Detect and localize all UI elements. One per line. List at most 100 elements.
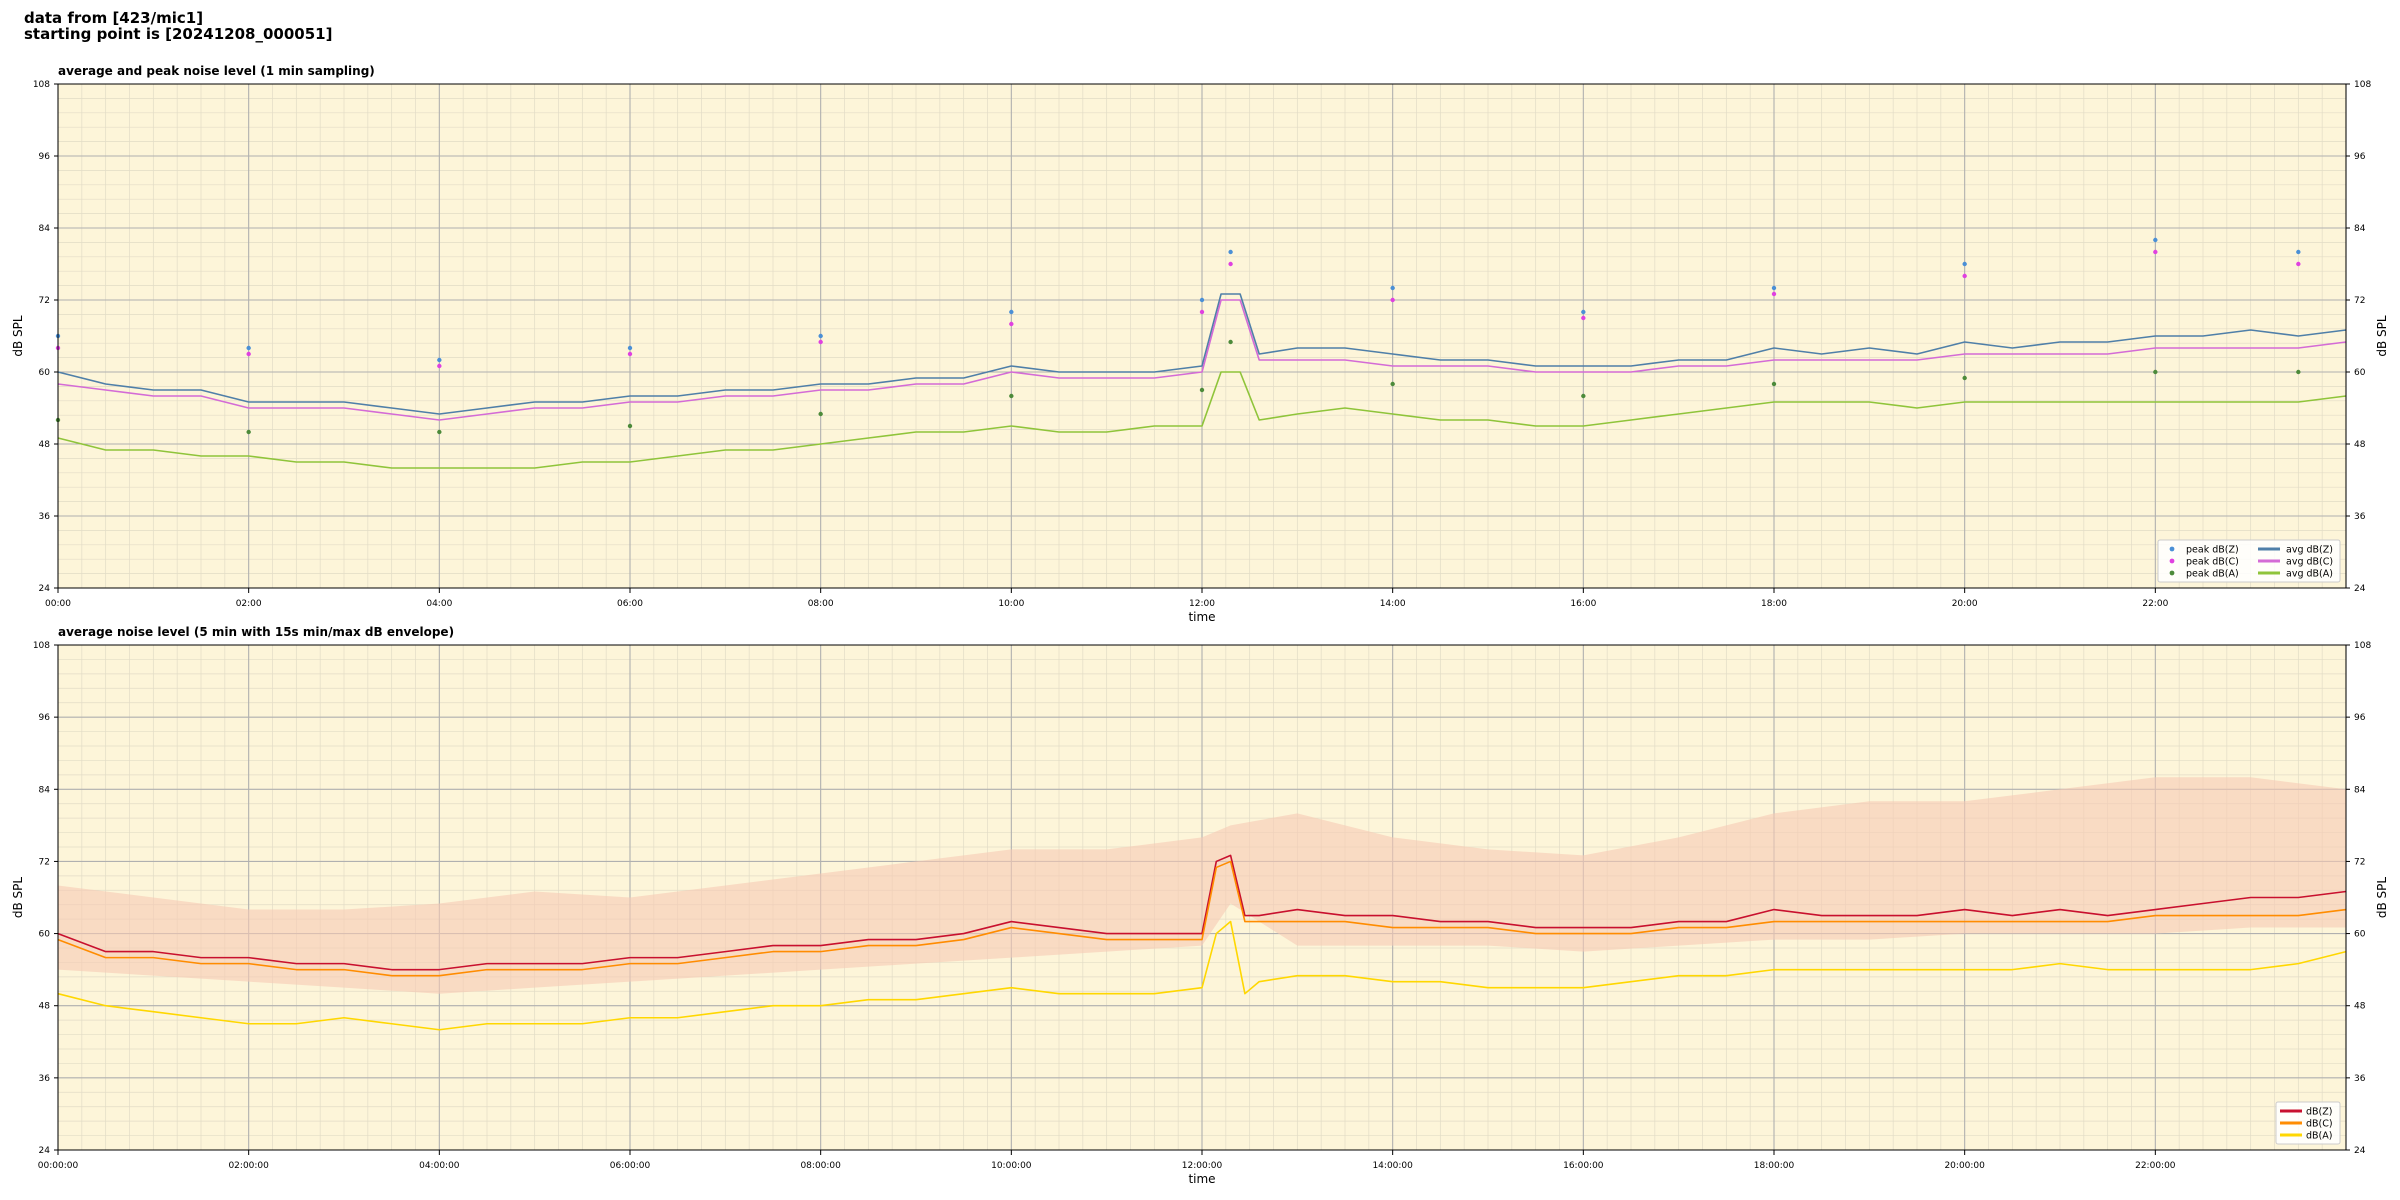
data-point <box>1228 261 1233 267</box>
data-point <box>1009 309 1014 315</box>
data-point <box>1962 375 1967 381</box>
data-point <box>246 351 251 357</box>
y-tick-label-right: 48 <box>2354 440 2366 450</box>
y-tick-label-right: 96 <box>2354 713 2366 723</box>
series-line-avg-db-a- <box>57 371 2347 469</box>
data-point <box>2153 369 2158 375</box>
y-tick-label: 96 <box>39 152 51 162</box>
data-point <box>1771 285 1777 291</box>
x-tick-label: 14:00:00 <box>1372 1161 1413 1171</box>
y-tick-label-right: 84 <box>2354 224 2366 234</box>
envelope-band <box>58 777 2346 994</box>
x-tick-label: 06:00:00 <box>610 1161 651 1171</box>
y-tick-label: 48 <box>39 440 51 450</box>
legend: dB(Z)dB(C)dB(A) <box>2275 1101 2341 1145</box>
legend-box <box>2157 539 2341 583</box>
legend-label: peak dB(A) <box>2186 569 2239 580</box>
header-line-1: data from [423/mic1] <box>24 9 204 27</box>
y-tick-label-right: 72 <box>2354 857 2365 867</box>
data-point <box>1199 297 1205 303</box>
series-line-db-a- <box>57 920 2347 1031</box>
x-tick-label: 10:00 <box>998 599 1024 609</box>
legend-marker <box>2169 546 2175 552</box>
y-tick-label: 84 <box>39 785 51 795</box>
data-point <box>1199 387 1205 393</box>
header-line-2: starting point is [20241208_000051] <box>24 25 333 43</box>
legend-marker <box>2169 570 2175 576</box>
data-point <box>627 345 633 351</box>
y-tick-label-right: 60 <box>2354 368 2366 378</box>
data-point <box>1228 249 1233 255</box>
y-tick-label: 24 <box>39 584 51 594</box>
y-tick-label-right: 48 <box>2354 1002 2366 1012</box>
data-point <box>1962 261 1967 267</box>
x-tick-label: 06:00 <box>617 599 643 609</box>
series-peak-db-c- <box>55 249 2301 369</box>
y-tick-label-right: 60 <box>2354 930 2366 940</box>
x-tick-label: 10:00:00 <box>991 1161 1032 1171</box>
x-tick-label: 12:00:00 <box>1182 1161 1223 1171</box>
y-tick-label: 36 <box>39 1074 51 1084</box>
y-tick-label: 36 <box>39 512 51 522</box>
y-tick-label-right: 72 <box>2354 296 2365 306</box>
data-point <box>1581 315 1586 321</box>
y-tick-label: 48 <box>39 1002 51 1012</box>
data-point <box>437 363 442 369</box>
x-tick-label: 04:00:00 <box>419 1161 460 1171</box>
x-tick-label: 12:00 <box>1189 599 1215 609</box>
y-tick-label-right: 96 <box>2354 152 2366 162</box>
data-point <box>1009 321 1014 327</box>
x-axis-label: time <box>1188 1172 1215 1186</box>
x-tick-label: 00:00:00 <box>38 1161 79 1171</box>
y-tick-label: 60 <box>39 930 51 940</box>
series-line-db-z- <box>57 854 2347 971</box>
x-tick-label: 00:00 <box>45 599 71 609</box>
y-axis-label: dB SPL <box>11 315 25 357</box>
chart-2: 24 24 36 36 48 48 60 60 72 72 84 84 96 96 108 108 00:00:… <box>11 625 2389 1186</box>
data-point <box>1228 339 1233 345</box>
series-line-db-c- <box>57 860 2347 977</box>
y-tick-label-right: 84 <box>2354 785 2366 795</box>
y-tick-label: 84 <box>39 224 51 234</box>
y-axis-label: dB SPL <box>11 877 25 919</box>
chart-1: 24 24 36 36 48 48 60 60 72 72 84 84 96 96 108 108 00:00 0… <box>11 64 2389 624</box>
data-point <box>818 333 823 339</box>
y-tick-label-right: 36 <box>2354 512 2366 522</box>
y-tick-label: 96 <box>39 713 51 723</box>
legend-label: avg dB(A) <box>2286 569 2333 580</box>
page-header: data from [423/mic1] starting point is [… <box>24 10 332 42</box>
legend-label: avg dB(Z) <box>2286 545 2333 556</box>
data-point <box>2153 237 2158 243</box>
y-tick-label-right: 36 <box>2354 1074 2366 1084</box>
legend-label: dB(Z) <box>2306 1107 2332 1118</box>
y-tick-label: 108 <box>33 80 50 90</box>
data-point <box>246 429 251 435</box>
data-point <box>818 411 823 417</box>
legend-label: avg dB(C) <box>2286 557 2333 568</box>
y-tick-label: 24 <box>39 1146 51 1156</box>
data-point <box>1581 393 1586 399</box>
y-tick-label: 72 <box>39 296 50 306</box>
y-tick-label-right: 24 <box>2354 584 2366 594</box>
x-tick-label: 20:00:00 <box>1944 1161 1985 1171</box>
data-point <box>2153 249 2158 255</box>
y-axis-label-right: dB SPL <box>2375 315 2389 357</box>
series-line-avg-db-z- <box>57 293 2347 415</box>
series-peak-db-z- <box>55 237 2301 363</box>
data-point <box>1390 381 1395 387</box>
series-line-avg-db-c- <box>57 299 2347 421</box>
data-point <box>2296 261 2301 267</box>
data-point <box>437 357 442 363</box>
data-point <box>2296 369 2301 375</box>
x-tick-label: 08:00 <box>808 599 834 609</box>
y-tick-label-right: 108 <box>2354 80 2371 90</box>
legend-label: peak dB(Z) <box>2186 545 2239 556</box>
x-tick-label: 02:00:00 <box>228 1161 269 1171</box>
x-axis-label: time <box>1188 610 1215 624</box>
data-point <box>1390 285 1395 291</box>
data-point <box>818 339 823 345</box>
data-point <box>1009 393 1014 399</box>
x-tick-label: 22:00:00 <box>2135 1161 2176 1171</box>
x-tick-label: 16:00:00 <box>1563 1161 1604 1171</box>
